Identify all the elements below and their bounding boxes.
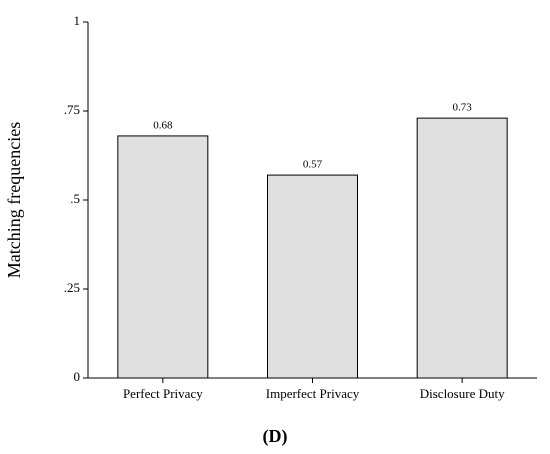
- y-tick-label: .75: [64, 102, 80, 117]
- y-tick-label: 1: [74, 13, 81, 28]
- bar: [117, 135, 209, 379]
- bar: [416, 117, 508, 379]
- x-tick-label: Perfect Privacy: [123, 386, 203, 401]
- y-tick-label: .25: [64, 280, 80, 295]
- x-tick-label: Disclosure Duty: [420, 386, 505, 401]
- value-label: 0.57: [303, 159, 323, 171]
- value-label: 0.68: [153, 119, 173, 131]
- y-tick-label: 0: [74, 369, 81, 384]
- value-label: 0.73: [453, 102, 473, 114]
- bar: [267, 174, 358, 379]
- y-axis-label: Matching frequencies: [4, 122, 24, 278]
- x-tick-label: Imperfect Privacy: [266, 386, 360, 401]
- y-tick-label: .5: [70, 191, 80, 206]
- caption: (D): [263, 426, 288, 447]
